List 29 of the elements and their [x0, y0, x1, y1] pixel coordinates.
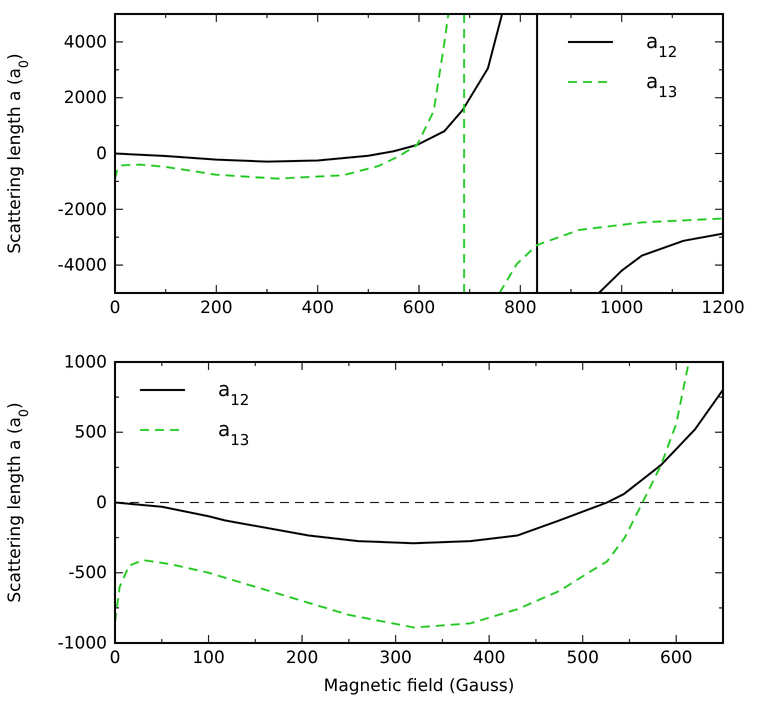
- y-tick-label: 500: [74, 422, 107, 443]
- y-tick-label: 0: [96, 144, 107, 164]
- x-tick-label: 300: [379, 648, 412, 668]
- y-tick-label: -500: [68, 563, 107, 584]
- legend-label: a$_{12}$: [646, 29, 678, 61]
- x-tick-label: 500: [566, 648, 599, 668]
- x-tick-label: 0: [110, 298, 120, 318]
- x-tick-label: 1200: [701, 298, 745, 318]
- x-tick-label: 0: [110, 648, 120, 668]
- x-tick-label: 200: [200, 298, 233, 318]
- y-tick-label: -1000: [58, 633, 107, 654]
- x-tick-label: 400: [301, 298, 334, 318]
- y-tick-label: 0: [96, 492, 107, 513]
- y-tick-label: 1000: [64, 352, 107, 372]
- x-tick-label: 100: [192, 648, 225, 668]
- x-axis-title: Magnetic field (Gauss): [324, 676, 514, 696]
- x-tick-label: 400: [472, 648, 506, 668]
- x-tick-label: 800: [504, 298, 537, 318]
- x-tick-label: 600: [660, 648, 692, 668]
- y-tick-label: 4000: [64, 32, 107, 52]
- x-tick-label: 600: [402, 298, 436, 318]
- legend-label: a$_{13}$: [218, 417, 250, 449]
- x-tick-label: 200: [286, 648, 318, 668]
- y-tick-label: -2000: [58, 200, 107, 220]
- legend-label: a$_{12}$: [218, 377, 250, 409]
- y-tick-label: -4000: [58, 256, 107, 276]
- legend-label: a$_{13}$: [646, 69, 678, 101]
- y-tick-label: 2000: [64, 88, 107, 108]
- x-tick-label: 1000: [600, 298, 644, 318]
